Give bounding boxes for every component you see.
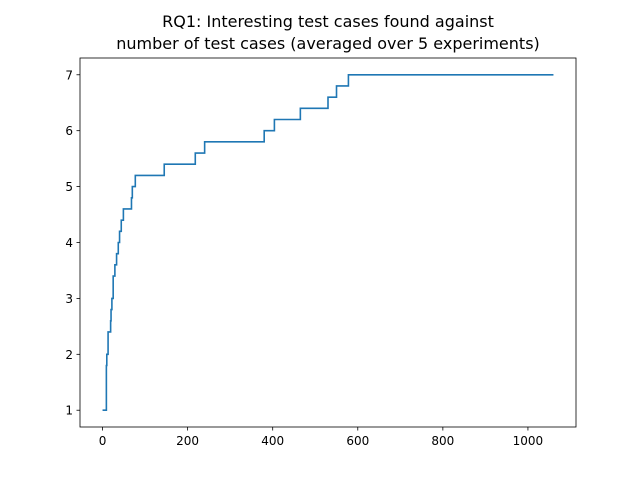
y-tick-label: 1 [65, 404, 73, 418]
x-tick-label: 400 [261, 434, 284, 448]
y-tick-label: 6 [65, 124, 73, 138]
series-line [102, 73, 554, 412]
axes: 0 200 400 600 800 1000 1 2 3 4 5 6 7 [65, 57, 577, 448]
x-tick-label: 200 [176, 434, 199, 448]
y-tick-label: 7 [65, 68, 73, 82]
chart-title-line-1: RQ1: Interesting test cases found agains… [162, 12, 494, 31]
x-tick-label: 1000 [513, 434, 544, 448]
y-tick-label: 4 [65, 236, 73, 250]
plot-area [102, 73, 554, 412]
x-tick-label: 0 [99, 434, 107, 448]
y-tick-label: 2 [65, 348, 73, 362]
y-tick-label: 5 [65, 180, 73, 194]
x-tick-label: 800 [431, 434, 454, 448]
axes-frame [79, 57, 577, 428]
y-tick-label: 3 [65, 292, 73, 306]
x-tick-label: 600 [346, 434, 369, 448]
chart-title-line-2: number of test cases (averaged over 5 ex… [116, 34, 540, 53]
